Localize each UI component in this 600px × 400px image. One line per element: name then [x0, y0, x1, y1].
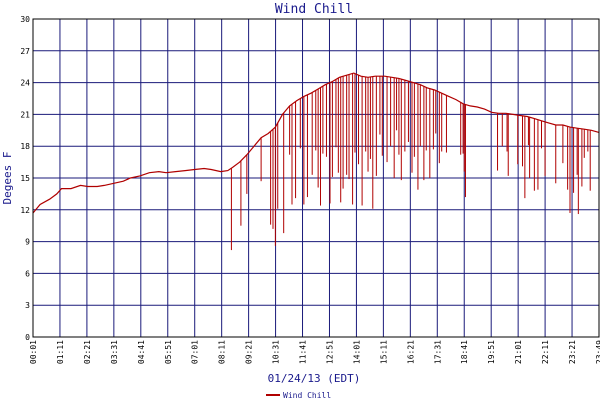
x-tick-label: 11:41: [299, 340, 308, 364]
y-tick-label: 15: [20, 174, 30, 183]
x-tick-label: 03:31: [110, 340, 119, 364]
y-tick-label: 0: [25, 333, 30, 342]
x-tick-label: 05:51: [164, 340, 173, 364]
x-tick-label: 23:49: [595, 340, 600, 364]
y-tick-label: 9: [25, 238, 30, 247]
x-axis-ticks: 00:01 01:11 02:21 03:31 04:41 05:51 07:01 08:11…: [29, 340, 600, 364]
x-tick-label: 12:51: [325, 340, 334, 364]
wind-chill-line: [32, 72, 600, 214]
x-tick-label: 22:11: [541, 340, 550, 364]
x-tick-label: 08:11: [218, 340, 227, 364]
y-tick-label: 27: [20, 47, 30, 56]
y-tick-label: 18: [20, 142, 30, 151]
x-tick-label: 09:21: [245, 340, 254, 364]
x-tick-label: 10:31: [272, 340, 281, 364]
x-tick-label: 18:41: [460, 340, 469, 364]
x-tick-label: 07:01: [191, 340, 200, 364]
chart-title: Wind Chill: [275, 2, 353, 17]
legend: Wind Chill: [266, 391, 331, 400]
x-tick-label: 16:21: [406, 340, 415, 364]
x-tick-label: 23:21: [568, 340, 577, 364]
x-tick-label: 19:51: [487, 340, 496, 364]
x-tick-label: 17:31: [433, 340, 442, 364]
y-tick-label: 12: [20, 206, 30, 215]
x-tick-label: 02:21: [83, 340, 92, 364]
wind-chill-series: [32, 72, 600, 251]
x-axis-label: 01/24/13 (EDT): [268, 372, 361, 385]
y-tick-label: 3: [25, 301, 30, 310]
y-axis-label: Degees F: [1, 152, 14, 205]
x-tick-label: 15:11: [379, 340, 388, 364]
x-tick-label: 21:01: [514, 340, 523, 364]
y-tick-label: 21: [20, 110, 30, 119]
y-tick-label: 24: [20, 79, 30, 88]
y-axis-ticks: 0 3 6 9 12 15 18 21 24 27 30: [20, 15, 30, 342]
y-tick-label: 30: [20, 15, 30, 24]
x-tick-label: 04:41: [137, 340, 146, 364]
x-tick-label: 14:01: [352, 340, 361, 364]
x-tick-label: 00:01: [29, 340, 38, 364]
x-tick-label: 01:11: [56, 340, 65, 364]
plot-border: [32, 18, 600, 338]
y-tick-label: 6: [25, 269, 30, 278]
legend-label: Wind Chill: [283, 391, 331, 400]
